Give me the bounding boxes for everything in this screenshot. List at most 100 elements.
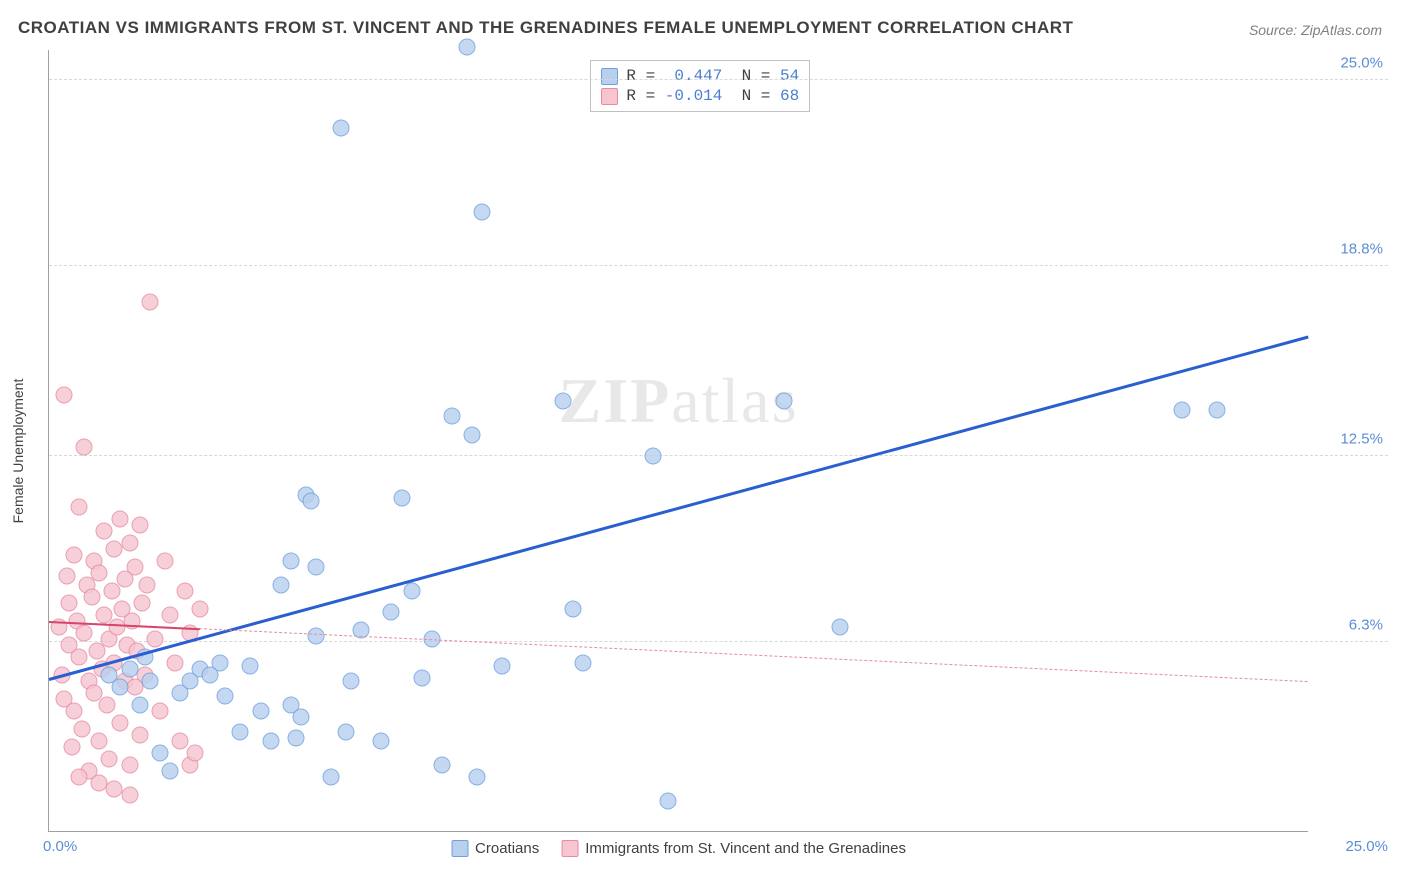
chart-title: CROATIAN VS IMMIGRANTS FROM ST. VINCENT … (18, 18, 1073, 38)
data-point (554, 393, 571, 410)
data-point (66, 702, 83, 719)
x-legend-swatch-1 (451, 840, 468, 857)
data-point (217, 687, 234, 704)
data-point (76, 624, 93, 641)
data-point (232, 723, 249, 740)
data-point (307, 627, 324, 644)
data-point (61, 594, 78, 611)
data-point (443, 408, 460, 425)
trend-line (49, 335, 1309, 680)
data-point (156, 552, 173, 569)
watermark: ZIPatlas (559, 364, 799, 438)
data-point (126, 558, 143, 575)
data-point (141, 672, 158, 689)
source-attribution: Source: ZipAtlas.com (1249, 22, 1382, 38)
data-point (96, 522, 113, 539)
data-point (464, 426, 481, 443)
data-point (161, 606, 178, 623)
x-legend-label-2: Immigrants from St. Vincent and the Gren… (585, 840, 906, 857)
data-point (413, 669, 430, 686)
data-point (645, 447, 662, 464)
gridline (49, 265, 1388, 266)
data-point (307, 558, 324, 575)
data-point (141, 294, 158, 311)
x-tick-min: 0.0% (43, 838, 77, 855)
data-point (1209, 402, 1226, 419)
data-point (56, 387, 73, 404)
data-point (262, 732, 279, 749)
x-legend-item-1: Croatians (451, 840, 539, 857)
data-point (151, 702, 168, 719)
data-point (403, 582, 420, 599)
data-point (343, 672, 360, 689)
data-point (302, 492, 319, 509)
plot-container: Female Unemployment ZIPatlas R = 0.447 N… (48, 50, 1388, 852)
data-point (63, 738, 80, 755)
data-point (242, 657, 259, 674)
data-point (83, 588, 100, 605)
x-axis-legend: Croatians Immigrants from St. Vincent an… (451, 840, 906, 857)
data-point (287, 729, 304, 746)
x-legend-item-2: Immigrants from St. Vincent and the Gren… (561, 840, 906, 857)
data-point (71, 768, 88, 785)
data-point (171, 684, 188, 701)
trend-line (49, 621, 1308, 682)
data-point (176, 582, 193, 599)
data-point (272, 576, 289, 593)
data-point (71, 498, 88, 515)
data-point (383, 603, 400, 620)
data-point (98, 696, 115, 713)
plot-area: ZIPatlas R = 0.447 N = 54 R = -0.014 N =… (48, 50, 1308, 832)
x-tick-max: 25.0% (1345, 838, 1388, 855)
data-point (131, 696, 148, 713)
data-point (338, 723, 355, 740)
data-point (1174, 402, 1191, 419)
data-point (166, 654, 183, 671)
y-tick-label: 18.8% (1340, 241, 1383, 258)
data-point (131, 516, 148, 533)
x-legend-label-1: Croatians (475, 840, 539, 857)
y-tick-label: 25.0% (1340, 55, 1383, 72)
legend-row-series-1: R = 0.447 N = 54 (601, 66, 799, 86)
data-point (333, 120, 350, 137)
data-point (433, 756, 450, 773)
y-tick-label: 6.3% (1349, 616, 1383, 633)
data-point (101, 750, 118, 767)
data-point (458, 39, 475, 56)
data-point (58, 567, 75, 584)
data-point (146, 630, 163, 647)
y-tick-label: 12.5% (1340, 430, 1383, 447)
data-point (73, 720, 90, 737)
data-point (202, 666, 219, 683)
data-point (564, 600, 581, 617)
data-point (171, 732, 188, 749)
data-point (111, 714, 128, 731)
legend-row-series-2: R = -0.014 N = 68 (601, 86, 799, 106)
data-point (292, 708, 309, 725)
data-point (111, 678, 128, 695)
gridline (49, 455, 1388, 456)
data-point (660, 792, 677, 809)
legend-swatch-1 (601, 68, 618, 85)
data-point (831, 618, 848, 635)
y-axis-label: Female Unemployment (10, 379, 26, 524)
correlation-legend: R = 0.447 N = 54 R = -0.014 N = 68 (590, 60, 810, 112)
data-point (192, 600, 209, 617)
data-point (161, 762, 178, 779)
data-point (252, 702, 269, 719)
x-legend-swatch-2 (561, 840, 578, 857)
data-point (91, 732, 108, 749)
data-point (323, 768, 340, 785)
data-point (131, 726, 148, 743)
data-point (373, 732, 390, 749)
data-point (469, 768, 486, 785)
data-point (151, 744, 168, 761)
data-point (393, 489, 410, 506)
data-point (574, 654, 591, 671)
data-point (134, 594, 151, 611)
data-point (121, 534, 138, 551)
data-point (139, 576, 156, 593)
data-point (121, 756, 138, 773)
data-point (91, 564, 108, 581)
data-point (187, 744, 204, 761)
